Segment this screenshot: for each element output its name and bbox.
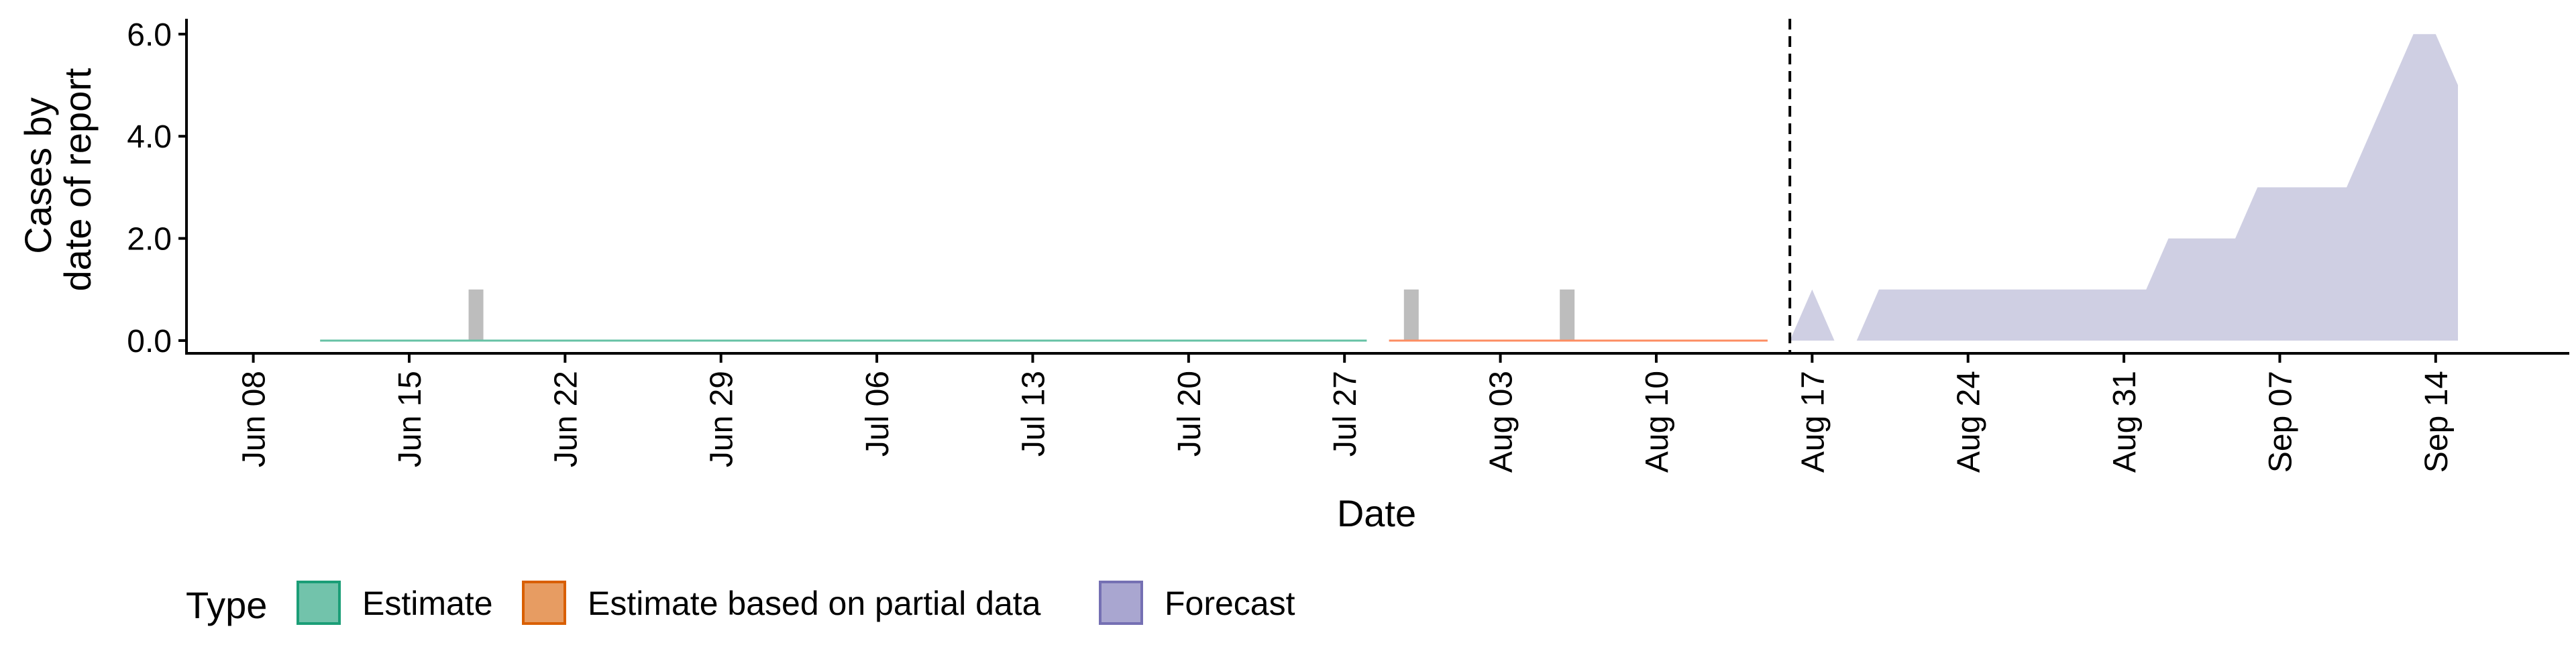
x-tick-label: Sep 07 xyxy=(2263,371,2298,473)
y-axis-title-line-2: date of report xyxy=(56,68,99,292)
x-tick-label: Jul 27 xyxy=(1328,371,1363,457)
legend-label: Estimate xyxy=(362,585,493,622)
legend-swatch-estimate xyxy=(297,581,341,625)
x-tick-label: Jun 08 xyxy=(237,371,272,467)
axes: 0.0 2.0 4.0 6.0 Jun 08 Jun 15 Jun 22 Jun 29 Jul … xyxy=(127,17,2569,473)
forecast-area xyxy=(1790,34,2459,341)
x-tick-label: Jul 06 xyxy=(860,371,896,457)
axis-labels: Cases by date of report Date xyxy=(17,68,1416,534)
x-tick-label: Sep 14 xyxy=(2419,371,2455,473)
x-tick-label: Jun 22 xyxy=(548,371,584,467)
x-tick-label: Aug 17 xyxy=(1795,371,1831,473)
x-axis-title: Date xyxy=(1337,492,1416,534)
y-tick-label: 4.0 xyxy=(127,119,172,155)
y-tick-label: 6.0 xyxy=(127,17,172,53)
x-tick-label: Jul 13 xyxy=(1016,371,1051,457)
x-tick-label: Jul 20 xyxy=(1172,371,1208,457)
legend: Type Estimate Estimate based on partial d… xyxy=(186,581,1295,626)
legend-label: Forecast xyxy=(1165,585,1295,622)
x-tick-label: Jun 29 xyxy=(704,371,740,467)
x-tick-label: Jun 15 xyxy=(392,371,428,467)
x-tick-label: Aug 31 xyxy=(2107,371,2143,473)
x-tick-label: Aug 03 xyxy=(1484,371,1519,473)
legend-title: Type xyxy=(186,584,267,626)
y-tick-label: 2.0 xyxy=(127,222,172,257)
reported-cases-bar xyxy=(1403,289,1419,341)
legend-swatch-estimate-based-on-partial-data xyxy=(522,581,566,625)
reported-cases-bar xyxy=(468,289,484,341)
x-tick-label: Aug 24 xyxy=(1951,371,1987,473)
x-tick-label: Aug 10 xyxy=(1640,371,1675,473)
y-tick-label: 0.0 xyxy=(127,324,172,359)
y-axis-title-line-1: Cases by xyxy=(17,97,59,253)
legend-swatch-forecast xyxy=(1099,581,1143,625)
plot-area xyxy=(320,19,2459,353)
legend-label: Estimate based on partial data xyxy=(588,585,1041,622)
reported-cases-bar xyxy=(1560,289,1575,341)
